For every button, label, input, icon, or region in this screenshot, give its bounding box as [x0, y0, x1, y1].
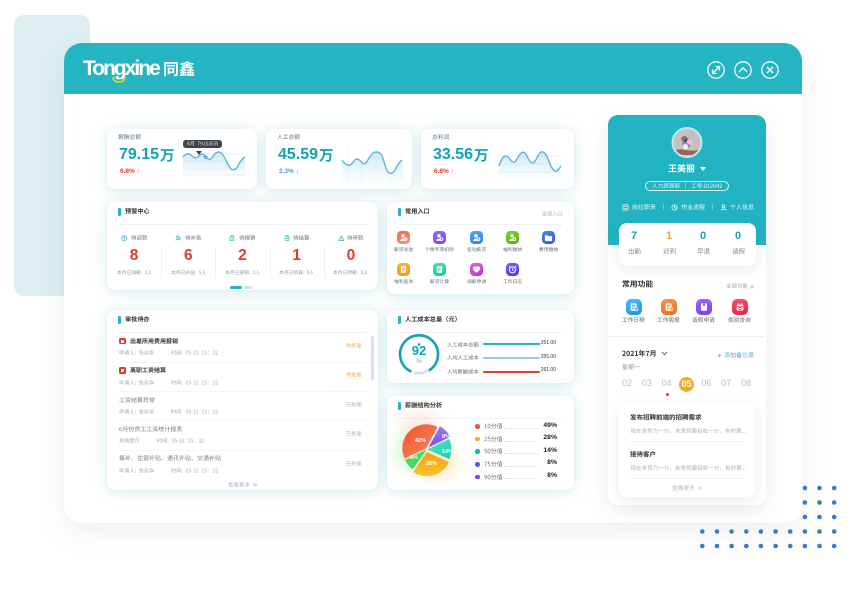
svg-text:¥: ¥	[514, 237, 516, 241]
svg-text:¥: ¥	[477, 237, 479, 241]
svg-text:¥: ¥	[405, 237, 407, 241]
svg-text:¥: ¥	[441, 237, 443, 241]
